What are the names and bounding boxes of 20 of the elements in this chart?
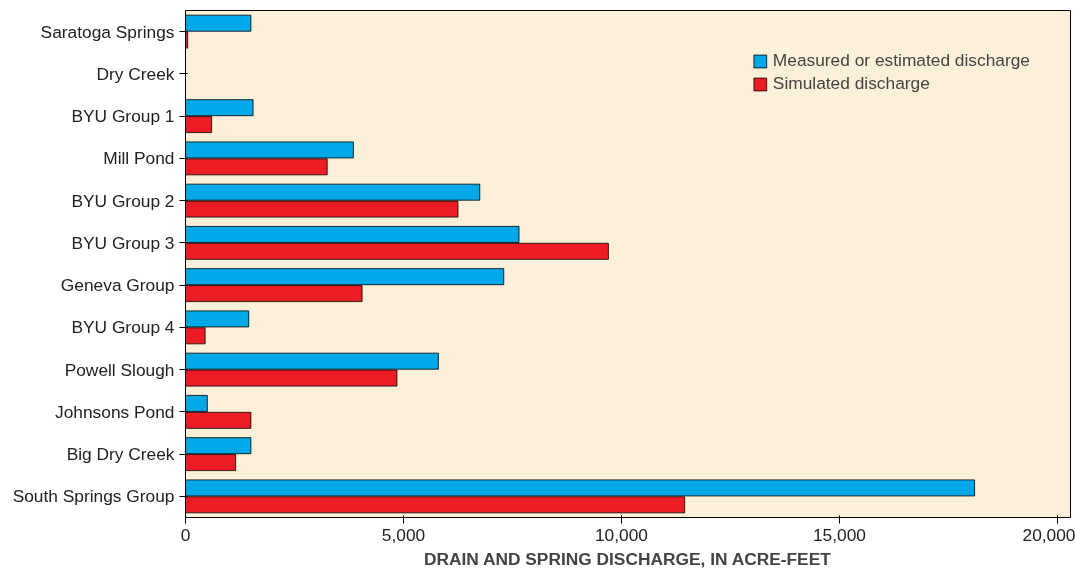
- x-tick-label: 10,000: [594, 524, 648, 545]
- y-tick-label: South Springs Group: [12, 486, 175, 507]
- x-tick-label: 5,000: [381, 524, 426, 545]
- y-tick-label: BYU Group 2: [71, 190, 175, 211]
- y-tick-label: BYU Group 1: [71, 106, 175, 127]
- x-tick-label: 15,000: [812, 524, 866, 545]
- y-tick-label: Johnsons Pond: [55, 401, 175, 422]
- x-tick-label: 0: [180, 524, 191, 545]
- y-tick-label: Mill Pond: [103, 148, 175, 169]
- y-tick-label: Dry Creek: [96, 63, 175, 84]
- y-tick-label: Geneva Group: [60, 275, 175, 296]
- y-tick-label: Big Dry Creek: [66, 444, 175, 465]
- legend-label: Measured or estimated discharge: [772, 50, 1030, 71]
- y-tick-label: BYU Group 4: [71, 317, 175, 338]
- x-tick-label: 20,000: [1022, 524, 1075, 545]
- y-tick-label: Saratoga Springs: [40, 21, 175, 42]
- y-tick-label: BYU Group 3: [71, 232, 175, 253]
- x-axis-title: DRAIN AND SPRING DISCHARGE, IN ACRE-FEET: [423, 548, 832, 569]
- legend-label: Simulated discharge: [772, 73, 930, 94]
- y-tick-label: Powell Slough: [64, 359, 175, 380]
